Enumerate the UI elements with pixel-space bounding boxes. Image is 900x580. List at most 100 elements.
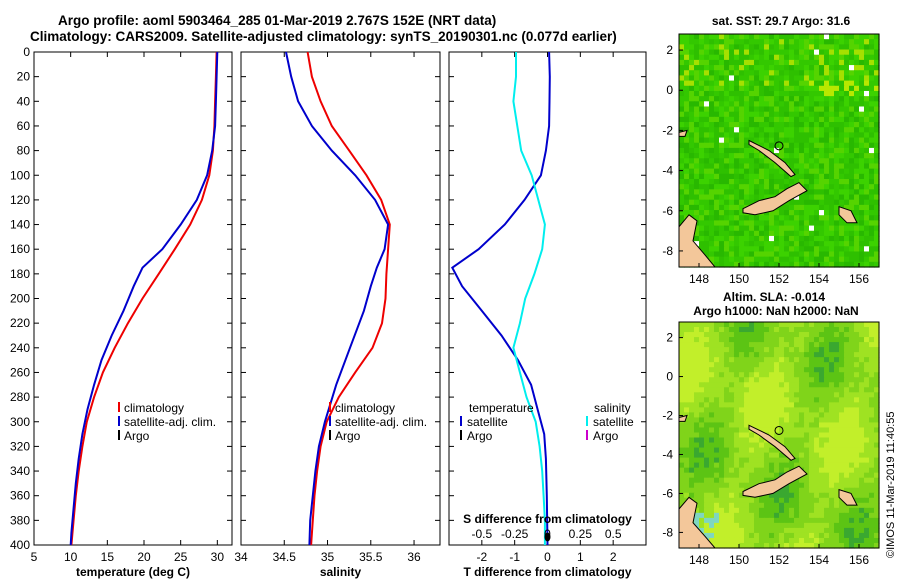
sst-map-cell bbox=[744, 199, 750, 206]
sla-map-cell bbox=[734, 387, 740, 393]
sla-map-cell bbox=[789, 532, 795, 539]
sst-map-cell bbox=[844, 111, 850, 118]
sst-map-cell bbox=[739, 189, 745, 196]
sla-map-cell bbox=[764, 537, 770, 544]
sla-map-cell bbox=[834, 402, 840, 408]
sst-map-cell bbox=[704, 158, 710, 165]
sst-map-cell bbox=[824, 127, 830, 133]
sla-map-cell bbox=[829, 392, 835, 398]
sla-map-cell bbox=[804, 512, 810, 519]
sst-map-cell bbox=[704, 215, 710, 221]
sla-map-cell bbox=[794, 432, 800, 439]
sst-map-cell bbox=[714, 111, 720, 118]
sst-map-cell bbox=[774, 59, 780, 66]
sst-map-cell bbox=[824, 116, 830, 123]
sla-map-cell bbox=[819, 537, 825, 544]
sla-map-cell bbox=[754, 457, 760, 464]
sla-map-cell bbox=[799, 477, 805, 484]
sst-map-cell bbox=[684, 132, 690, 139]
sst-map-cell bbox=[699, 132, 705, 139]
sst-map-cell bbox=[834, 137, 840, 144]
sst-map-cell bbox=[699, 34, 705, 40]
sst-map-cell bbox=[739, 59, 745, 66]
sla-map-cell bbox=[769, 467, 775, 474]
sla-map-cell bbox=[784, 522, 790, 529]
sst-map-cell bbox=[764, 49, 770, 56]
sst-map-cell bbox=[754, 39, 760, 45]
sst-map-cell bbox=[799, 96, 805, 102]
sla-map-xtick-label: 152 bbox=[769, 553, 789, 567]
sla-map-cell bbox=[859, 392, 865, 398]
sst-map-cell bbox=[849, 158, 855, 165]
sla-map-cell bbox=[869, 457, 875, 464]
sst-map-cell bbox=[689, 65, 695, 71]
sst-map-cell bbox=[869, 220, 875, 227]
sla-map-cell bbox=[864, 417, 870, 424]
sst-map-cell bbox=[829, 168, 835, 175]
sla-map-argo-marker bbox=[774, 425, 784, 435]
sla-map-cell bbox=[844, 402, 850, 408]
sla-map-cell bbox=[799, 337, 805, 343]
sst-map-cell bbox=[814, 34, 820, 40]
sst-map-cell bbox=[799, 173, 805, 180]
sla-map-cell bbox=[714, 487, 720, 494]
sla-map-cell bbox=[854, 457, 860, 464]
salinity-diff-tick-label: -0.5 bbox=[471, 527, 492, 541]
sla-map-cell bbox=[844, 457, 850, 464]
sla-map-cell bbox=[739, 527, 745, 534]
sst-map-cell bbox=[749, 122, 755, 128]
sst-map-cell bbox=[679, 215, 685, 221]
sst-map-cell bbox=[744, 101, 750, 108]
sst-map-cell bbox=[874, 101, 880, 108]
sla-map-cell bbox=[774, 397, 780, 403]
sla-map-cell bbox=[709, 397, 715, 403]
sst-map-cell bbox=[794, 39, 800, 45]
sst-map-cell bbox=[769, 158, 775, 165]
sst-map-cell bbox=[849, 261, 855, 268]
sla-map-cell bbox=[759, 507, 765, 514]
sst-map-cell bbox=[849, 39, 855, 45]
salinity-xlabel: salinity bbox=[320, 565, 362, 579]
sst-map-cell bbox=[799, 235, 805, 242]
sla-map-cell bbox=[839, 447, 845, 454]
sst-map-cell bbox=[804, 225, 810, 232]
sla-map-cell bbox=[819, 442, 825, 449]
salinity-series-satellite-adj-clim- bbox=[285, 51, 390, 546]
sst-map-cell bbox=[869, 158, 875, 165]
sst-map-cell bbox=[864, 147, 870, 154]
sst-map-cell bbox=[789, 261, 795, 268]
sst-map-cell bbox=[834, 90, 840, 97]
sst-map-cell bbox=[809, 116, 815, 123]
sst-map-cell bbox=[764, 54, 770, 61]
sst-map-cell bbox=[764, 65, 770, 71]
sst-map-cell bbox=[689, 106, 695, 113]
sla-map-cell bbox=[709, 487, 715, 494]
sla-map-cell bbox=[824, 522, 830, 529]
sla-map-cell bbox=[839, 367, 845, 373]
sla-map-cell bbox=[844, 537, 850, 544]
sla-map-cell bbox=[869, 337, 875, 343]
sla-map-cell bbox=[869, 537, 875, 544]
sst-map-cell bbox=[724, 96, 730, 102]
sla-map-cell bbox=[819, 332, 825, 338]
sla-map-cell bbox=[799, 517, 805, 524]
sst-map-cell bbox=[694, 96, 700, 102]
sst-map-cell bbox=[794, 220, 800, 227]
sla-map-cell bbox=[679, 377, 685, 383]
sla-map-cell bbox=[819, 502, 825, 509]
sla-map-cell bbox=[749, 522, 755, 529]
sst-map-cell bbox=[724, 241, 730, 247]
sla-map-cell bbox=[809, 347, 815, 353]
sst-map-cell bbox=[849, 111, 855, 118]
sst-map-cell bbox=[709, 70, 715, 77]
sla-map-cell bbox=[769, 432, 775, 439]
sla-map-cell bbox=[849, 527, 855, 534]
temperature-legend-label: Argo bbox=[124, 429, 150, 443]
depth-tick-label: 160 bbox=[10, 242, 30, 256]
depth-tick-label: 100 bbox=[10, 168, 30, 182]
sla-map-cell bbox=[859, 322, 865, 328]
sst-map-cell bbox=[779, 261, 785, 268]
sst-map-cell bbox=[699, 44, 705, 51]
sla-map-cell bbox=[814, 417, 820, 424]
sst-map-cell bbox=[809, 215, 815, 221]
